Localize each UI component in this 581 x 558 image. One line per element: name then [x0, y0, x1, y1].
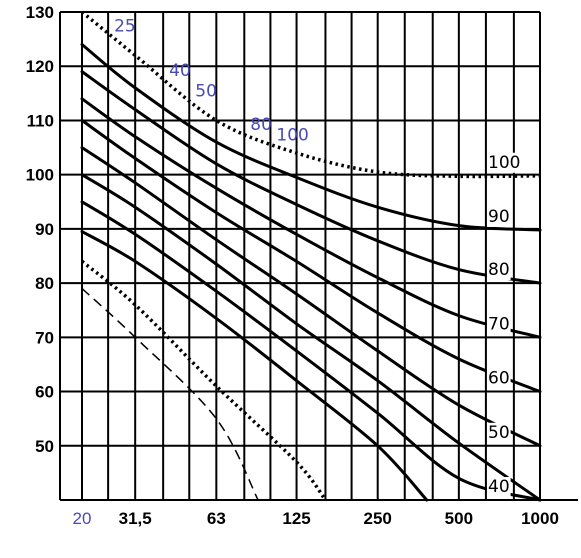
series-label-bg [487, 152, 522, 173]
series-line-60 [80, 118, 542, 394]
labels: 130 120 110 100 90 80 70 60 50 20 31,5 63 125 250 500 1… [26, 3, 559, 528]
x-tick-label: 31,5 [119, 509, 152, 528]
series-label: 40 [488, 477, 510, 497]
series-label: 50 [488, 423, 510, 443]
y-tick-label: 120 [26, 57, 54, 76]
series-label: 80 [488, 260, 510, 280]
y-tick-label: 100 [26, 166, 54, 185]
top-band-label: 80 [250, 115, 272, 135]
y-tick-label: 110 [27, 111, 54, 130]
series-label: 60 [488, 369, 510, 389]
top-band-label: 50 [195, 82, 217, 102]
series-label-bg [487, 314, 511, 335]
y-tick-label: 80 [35, 274, 54, 293]
top-band-label: 25 [114, 16, 136, 36]
grid [59, 11, 578, 501]
series-label-bg [487, 206, 511, 227]
top-band-label: 100 [276, 125, 308, 145]
y-tick-label: 90 [35, 220, 54, 239]
series-label-bg [487, 260, 511, 281]
y-tick-label: 70 [35, 328, 54, 347]
series-line-8 [80, 230, 429, 502]
series-label: 90 [488, 207, 510, 227]
series-label: 70 [488, 314, 510, 334]
series-line-40 [80, 173, 542, 502]
x-tick-label: 1000 [521, 509, 559, 528]
top-band-label: 40 [169, 61, 191, 81]
x-tick-label: 63 [207, 509, 226, 528]
curves [80, 10, 542, 502]
y-tick-label: 60 [35, 383, 54, 402]
series-label-bg [487, 422, 511, 443]
series-label-bg [487, 477, 511, 497]
x-tick-label: 500 [445, 509, 473, 528]
series-line-90 [80, 43, 542, 232]
x-tick-label: 250 [364, 509, 392, 528]
series-line-10 [81, 287, 259, 501]
y-tick-label: 130 [26, 3, 54, 22]
series-label: 100 [488, 153, 520, 173]
series-line-100 [80, 10, 541, 179]
series-line-80 [80, 70, 542, 285]
series-line-50 [80, 146, 542, 448]
x-tick-label: 125 [282, 509, 310, 528]
series-line-70 [80, 97, 542, 339]
x-tick-label: 20 [73, 509, 92, 528]
series-line-7 [80, 200, 542, 502]
series-label-bg [487, 368, 511, 389]
y-tick-label: 50 [35, 437, 54, 456]
series-line-9 [80, 260, 327, 502]
